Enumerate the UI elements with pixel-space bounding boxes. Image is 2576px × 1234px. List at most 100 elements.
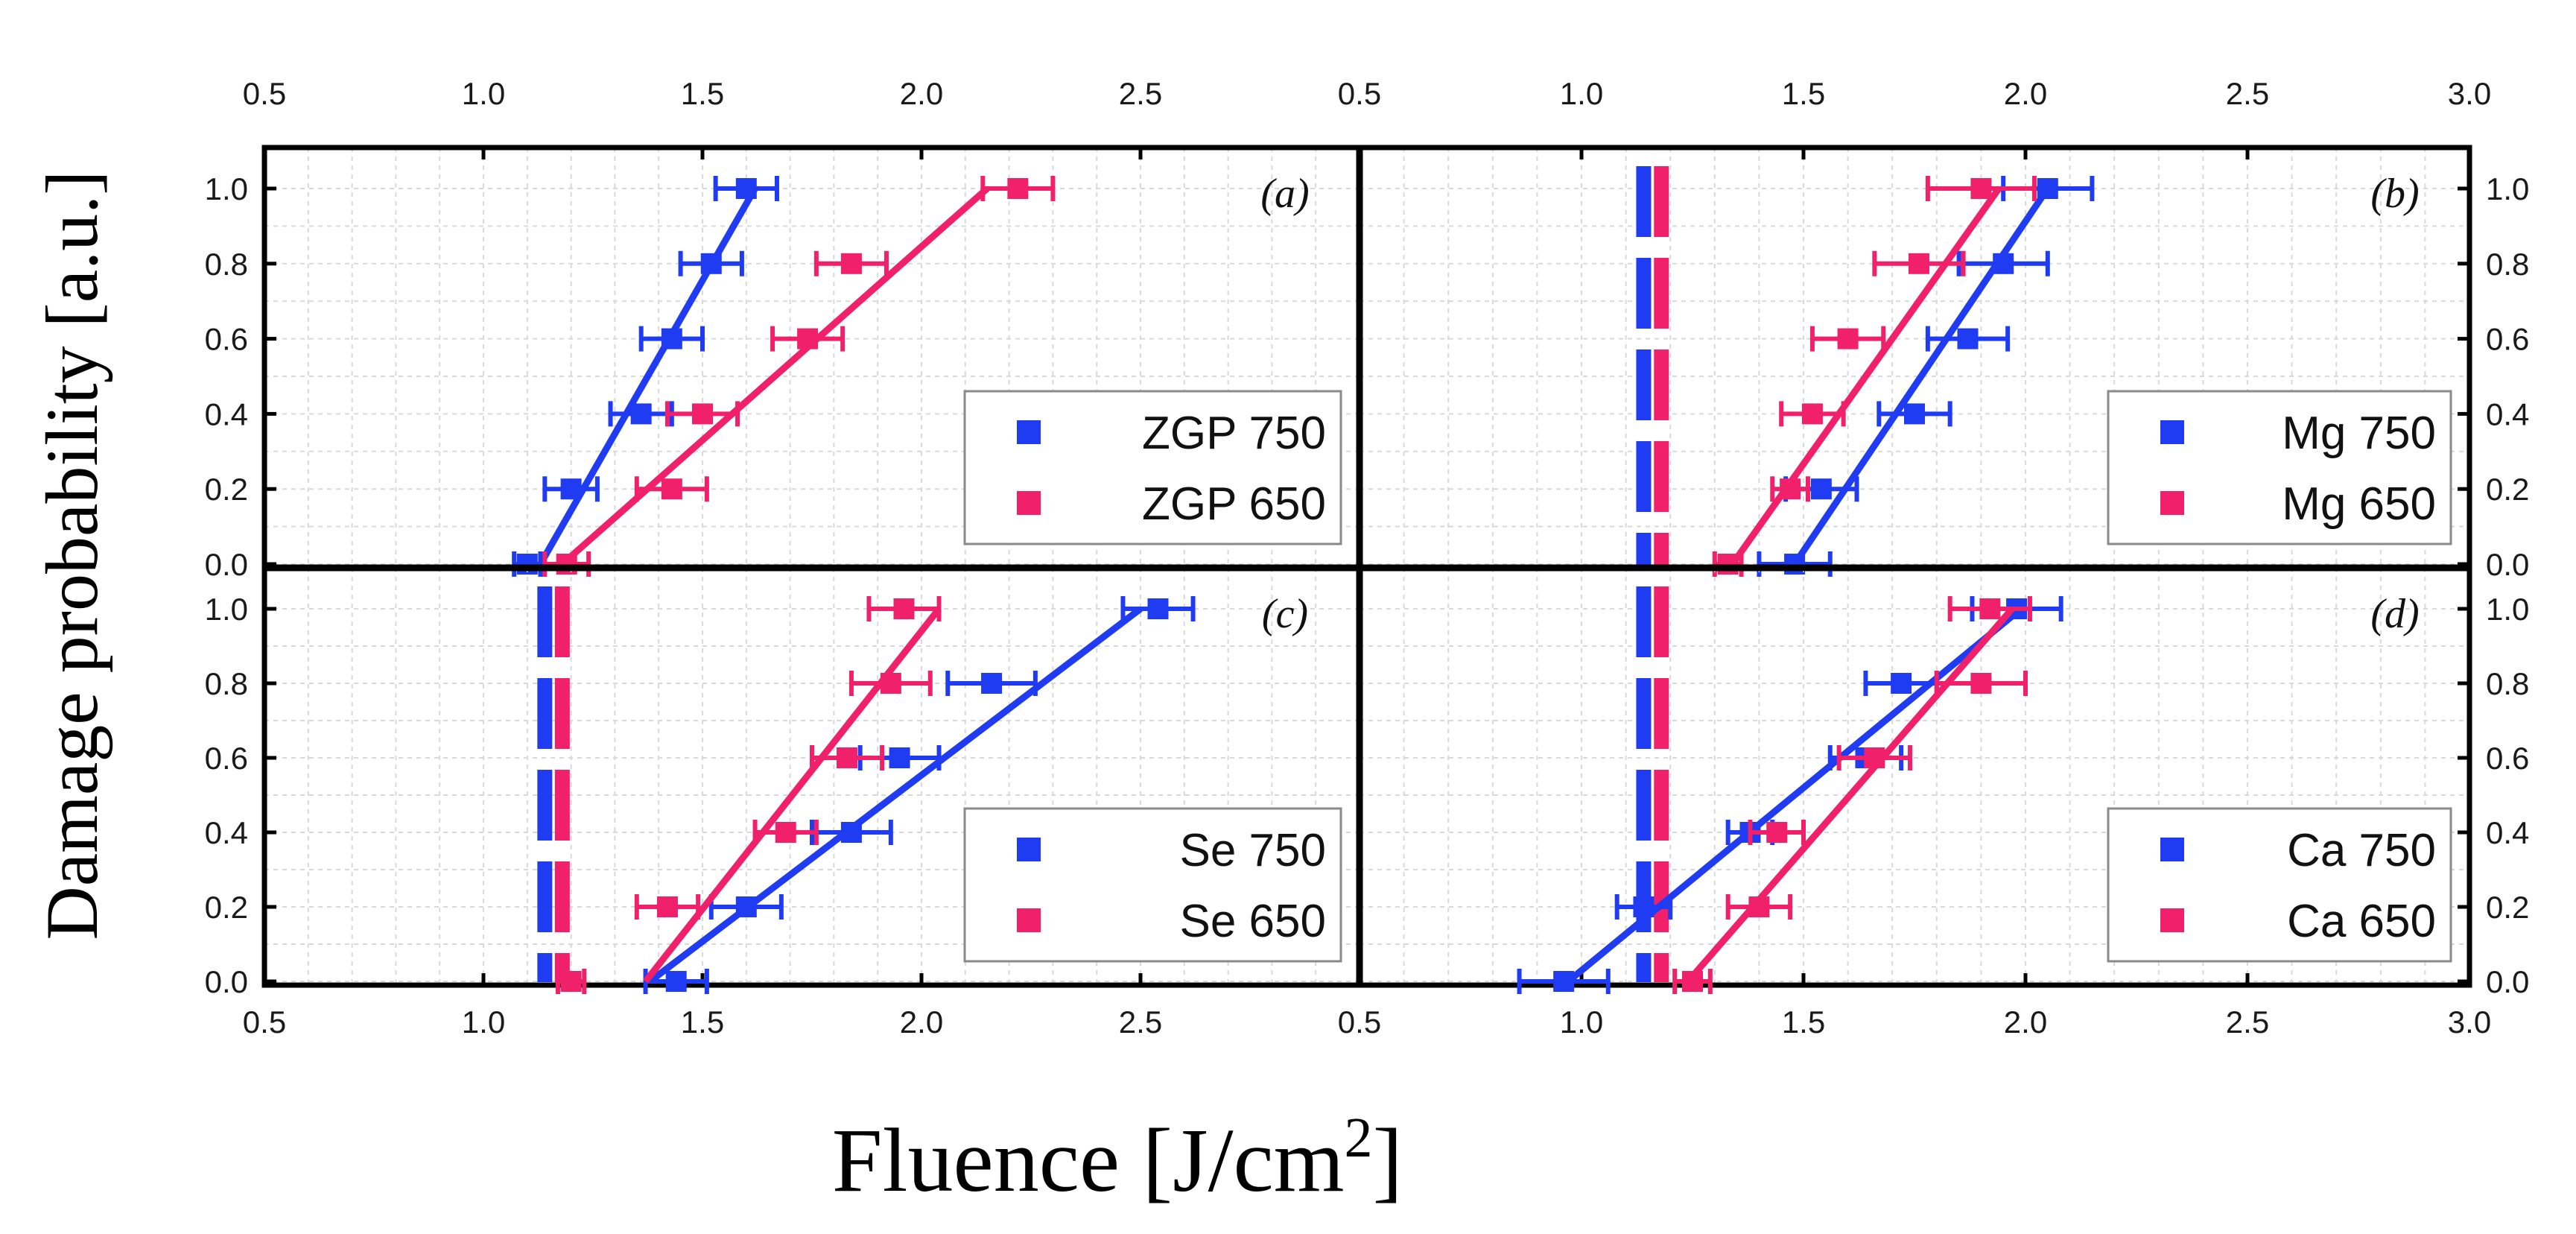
data-point xyxy=(893,598,915,619)
x-tick-label: 2.0 xyxy=(2004,76,2047,111)
data-point xyxy=(889,747,910,768)
y-tick-label: 0.2 xyxy=(2486,472,2529,507)
fit-line xyxy=(1566,606,2023,984)
data-point xyxy=(1837,328,1859,349)
panel-label: (b) xyxy=(2370,171,2419,217)
panel-d: 1.0 1.5 2.0 2.5 3.0 0.0 0.2 0.4 0.6 0.8 1.0 (d) Ca 7… xyxy=(1357,565,2529,1040)
y-tick-label: 0.2 xyxy=(205,472,248,507)
panel-label: (d) xyxy=(2370,591,2419,637)
legend-entry: Mg 750 xyxy=(2282,408,2436,459)
legend-box xyxy=(2107,390,2452,545)
x-axis-label-superscript: 2 xyxy=(1345,1107,1373,1169)
x-tick-label: 1.5 xyxy=(1782,76,1825,111)
data-point xyxy=(1633,896,1655,917)
y-tick-label: 0.4 xyxy=(205,815,248,850)
y-tick-label: 0.2 xyxy=(2486,890,2529,925)
y-tick-label: 0.0 xyxy=(2486,964,2529,999)
y-tick-label: 0.4 xyxy=(205,396,248,431)
fit-line xyxy=(1729,186,2002,566)
fit-line xyxy=(537,186,758,566)
data-point xyxy=(1957,328,1979,349)
series-ca-650 xyxy=(1672,596,2032,994)
x-tick-label: 1.0 xyxy=(1560,76,1603,111)
data-point xyxy=(1908,253,1929,274)
x-tick-label: 1.0 xyxy=(1560,1004,1603,1040)
x-tick-label: 2.5 xyxy=(2226,76,2269,111)
data-point xyxy=(1748,896,1770,917)
x-tick-label: 0.5 xyxy=(1338,1004,1381,1040)
panel-b: 1.0 1.5 2.0 2.5 3.0 0.0 0.2 0.4 0.6 0.8 1.0 (b) Mg 7… xyxy=(1357,76,2529,582)
y-axis-label: Damage probability [a.u.] xyxy=(31,171,113,940)
data-point xyxy=(775,822,796,843)
data-point xyxy=(1970,178,1992,199)
data-point xyxy=(1553,971,1575,992)
x-tick-label: 2.5 xyxy=(2226,1004,2269,1040)
x-axis-label-close: ] xyxy=(1373,1110,1403,1211)
y-tick-label: 1.0 xyxy=(205,592,248,627)
data-point xyxy=(1717,554,1739,575)
legend-entry: Ca 750 xyxy=(2287,825,2436,876)
x-axis-label-main: Fluence [J/cm xyxy=(832,1110,1345,1211)
legend-entry: ZGP 650 xyxy=(1142,478,1326,530)
y-tick-label: 1.0 xyxy=(2486,171,2529,206)
x-tick-label: 1.0 xyxy=(462,76,505,111)
y-tick-label: 1.0 xyxy=(205,171,248,206)
y-tick-label: 0.0 xyxy=(2486,547,2529,582)
data-point xyxy=(735,178,757,199)
fit-line xyxy=(559,186,990,567)
fit-line xyxy=(643,607,942,984)
data-point xyxy=(1682,971,1703,992)
legend-entry: Se 750 xyxy=(1179,825,1326,876)
legend-entry: Se 650 xyxy=(1179,896,1326,947)
data-point xyxy=(1979,598,2001,619)
y-tick-label: 0.6 xyxy=(205,322,248,357)
x-tick-label: 2.0 xyxy=(900,1004,943,1040)
x-tick-label: 3.0 xyxy=(2448,1004,2491,1040)
data-point xyxy=(700,253,722,274)
data-point xyxy=(1784,554,1806,575)
series-mg-650 xyxy=(1712,176,2037,577)
y-tick-label: 0.6 xyxy=(2486,322,2529,357)
y-tick-label: 0.6 xyxy=(205,741,248,776)
data-point xyxy=(665,971,687,992)
x-tick-label: 2.0 xyxy=(900,76,943,111)
data-point xyxy=(692,403,713,425)
data-point xyxy=(1891,673,1912,694)
y-tick-label: 0.4 xyxy=(2486,396,2529,431)
legend-box xyxy=(963,390,1342,545)
x-tick-label: 1.0 xyxy=(462,1004,505,1040)
data-point xyxy=(837,747,858,768)
y-tick-label: 0.2 xyxy=(205,890,248,925)
y-tick-label: 0.0 xyxy=(205,547,248,582)
data-point xyxy=(1970,673,1992,694)
data-point xyxy=(797,328,819,349)
legend: Mg 750 Mg 650 xyxy=(2107,390,2452,545)
fit-line xyxy=(1792,186,2051,566)
data-point xyxy=(880,673,901,694)
legend: Se 750 Se 650 xyxy=(963,807,1342,963)
x-tick-label: 1.5 xyxy=(1782,1004,1825,1040)
data-point xyxy=(981,673,1003,694)
y-tick-label: 0.0 xyxy=(205,964,248,999)
series-se-750 xyxy=(643,596,1196,994)
x-tick-label: 0.5 xyxy=(243,1004,286,1040)
legend-swatch xyxy=(1017,491,1041,515)
x-tick-label: 0.5 xyxy=(243,76,286,111)
data-point xyxy=(661,478,682,500)
x-axis-label: Fluence [J/cm2] xyxy=(832,1107,1403,1211)
x-tick-label: 0.5 xyxy=(1338,76,1381,111)
data-point xyxy=(630,403,652,425)
legend-swatch xyxy=(1017,838,1041,861)
fit-line xyxy=(647,606,1143,984)
data-point xyxy=(1810,478,1832,500)
legend-swatch xyxy=(1017,908,1041,932)
legend-entry: ZGP 750 xyxy=(1142,408,1326,459)
data-point xyxy=(1766,822,1788,843)
panel-a: 0.5 1.0 1.5 2.0 2.5 0.5 0.0 0.2 0.4 0.6 0.8 1.0 (a) Z… xyxy=(205,76,1382,582)
legend-entry: Mg 650 xyxy=(2282,478,2436,530)
legend-swatch xyxy=(2160,420,2184,444)
x-tick-label: 2.5 xyxy=(1119,76,1162,111)
y-tick-label: 0.8 xyxy=(205,247,248,282)
data-point xyxy=(556,554,577,575)
